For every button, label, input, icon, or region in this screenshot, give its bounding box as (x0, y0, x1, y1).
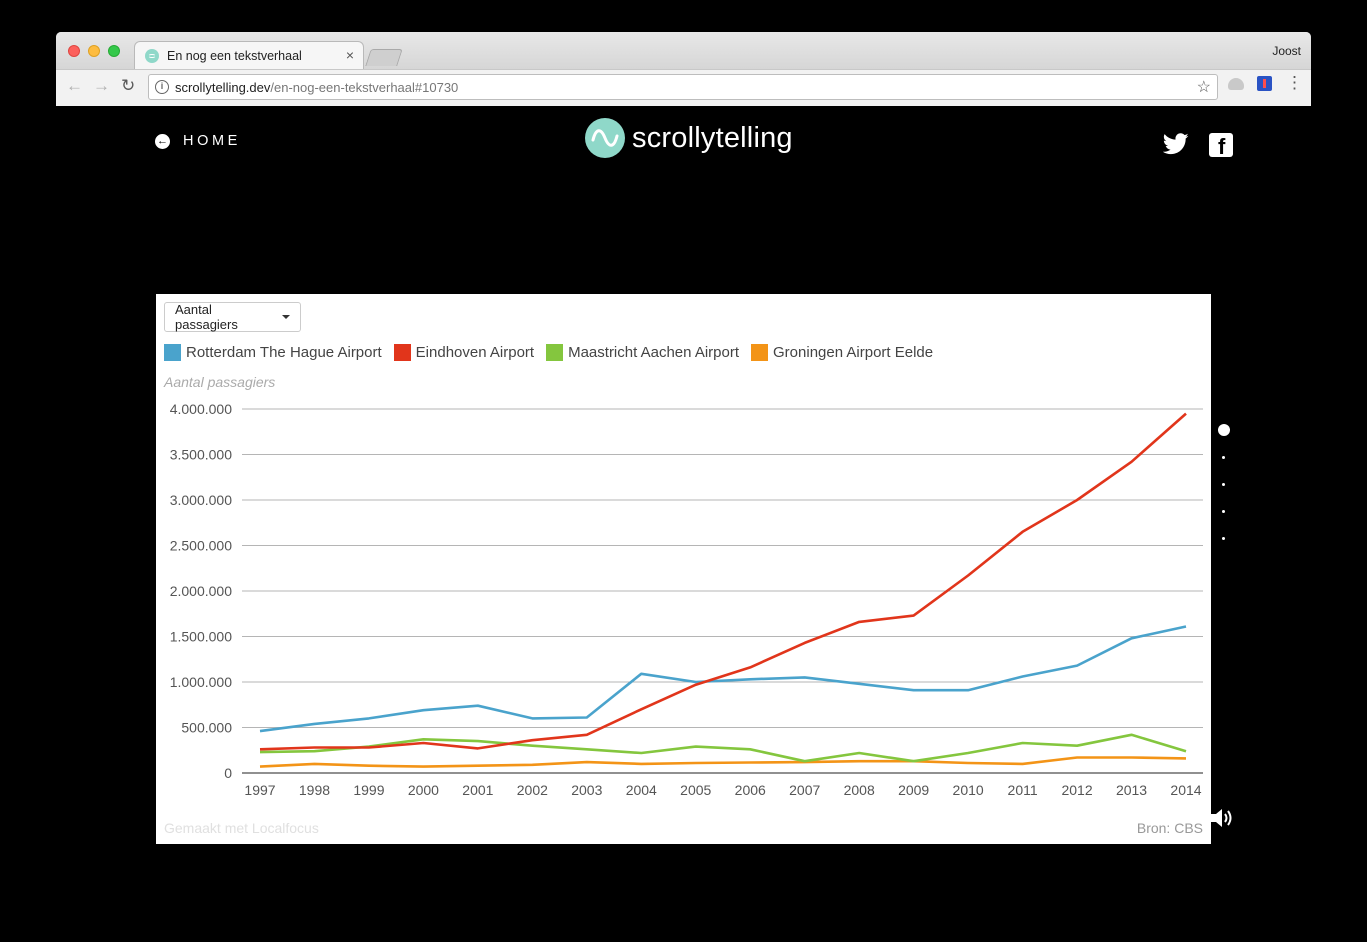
y-tick-label: 3.000.000 (170, 492, 232, 508)
x-tick-label: 1997 (244, 782, 275, 798)
x-tick-label: 2005 (680, 782, 711, 798)
back-arrow-icon[interactable]: ← (66, 76, 83, 95)
maximize-window-button[interactable] (108, 45, 120, 57)
y-tick-label: 2.000.000 (170, 583, 232, 599)
x-tick-label: 1998 (299, 782, 330, 798)
legend-label: Rotterdam The Hague Airport (186, 344, 382, 361)
source-credit: Bron: CBS (1136, 820, 1203, 836)
facebook-icon[interactable]: f (1209, 133, 1233, 159)
arrow-left-circle-icon: ← (155, 133, 170, 149)
y-tick-label: 4.000.000 (170, 401, 232, 417)
x-tick-label: 2001 (462, 782, 493, 798)
legend-item-eindhoven[interactable]: Eindhoven Airport (393, 344, 535, 361)
x-tick-label: 2013 (1116, 782, 1147, 798)
cloud-extension-icon[interactable] (1228, 78, 1244, 90)
y-tick-label: 500.000 (181, 720, 232, 736)
extension-icon[interactable] (1257, 76, 1272, 91)
chart-card: 0 500.000 1.000.000 1.500.000 2.000.000 2.500… (156, 294, 1211, 844)
section-dot[interactable] (1222, 456, 1225, 459)
x-tick-label: 2011 (1008, 782, 1038, 798)
x-tick-label: 2007 (789, 782, 820, 798)
logo-text: scrollytelling (632, 121, 793, 154)
tab-bar: En nog een tekstverhaal × Joost (56, 32, 1311, 70)
x-tick-label: 1999 (353, 782, 384, 798)
legend-label: Groningen Airport Eelde (773, 344, 934, 361)
info-icon[interactable]: i (155, 80, 169, 94)
y-tick-label: 3.500.000 (170, 447, 232, 463)
close-window-button[interactable] (68, 45, 80, 57)
home-label: HOME (183, 133, 241, 149)
legend-swatch (546, 344, 564, 361)
dropdown-label: Aantal passagiers (175, 302, 238, 332)
favicon-icon (145, 49, 159, 63)
legend-item-maastricht[interactable]: Maastricht Aachen Airport (546, 344, 739, 361)
line-chart: 0 500.000 1.000.000 1.500.000 2.000.000 2.500… (170, 401, 1203, 798)
bookmark-star-icon[interactable]: ☆ (1196, 79, 1211, 96)
minimize-window-button[interactable] (88, 45, 100, 57)
url-host: scrollytelling.dev (175, 80, 271, 95)
section-dot-active[interactable] (1218, 424, 1230, 436)
x-tick-label: 2014 (1170, 782, 1201, 798)
legend-swatch (393, 344, 411, 361)
tab-close-icon[interactable]: × (345, 47, 354, 63)
chart-legend: Rotterdam The Hague Airport Eindhoven Ai… (164, 344, 945, 361)
x-tick-label: 2003 (571, 782, 602, 798)
series-line-2 (259, 733, 1187, 763)
x-tick-label: 2000 (408, 782, 439, 798)
legend-swatch (751, 344, 769, 361)
x-tick-label: 2009 (898, 782, 929, 798)
legend-label: Maastricht Aachen Airport (568, 344, 740, 361)
section-dot[interactable] (1222, 537, 1225, 540)
logo-wave-icon (585, 118, 625, 158)
x-tick-label: 2002 (517, 782, 548, 798)
legend-label: Eindhoven Airport (415, 344, 535, 361)
x-tick-label: 2006 (735, 782, 766, 798)
y-tick-label: 0 (224, 765, 232, 781)
profile-name[interactable]: Joost (1272, 44, 1301, 58)
series-line-3 (259, 756, 1187, 768)
twitter-icon[interactable] (1163, 133, 1189, 155)
url-text[interactable]: scrollytelling.dev/en-nog-een-tekstverha… (175, 80, 458, 95)
y-tick-label: 2.500.000 (170, 538, 232, 554)
new-tab-button[interactable] (365, 49, 403, 66)
browser-window: En nog een tekstverhaal × Joost ← → ↻ i … (56, 32, 1311, 106)
legend-swatch (164, 344, 181, 361)
url-path: /en-nog-een-tekstverhaal#10730 (270, 80, 459, 95)
browser-menu-icon[interactable]: ⋮ (1286, 73, 1303, 92)
section-dot[interactable] (1222, 483, 1225, 486)
section-dot[interactable] (1222, 510, 1225, 513)
y-tick-label: 1.500.000 (170, 629, 232, 645)
speaker-icon[interactable] (1209, 806, 1235, 830)
x-tick-label: 2008 (844, 782, 875, 798)
site-logo[interactable]: scrollytelling (585, 118, 793, 158)
browser-toolbar: ← → ↻ i scrollytelling.dev/en-nog-een-te… (56, 69, 1311, 106)
address-bar[interactable]: i scrollytelling.dev/en-nog-een-tekstver… (148, 74, 1218, 100)
series-line-1 (259, 412, 1187, 751)
metric-dropdown[interactable]: Aantal passagiers (164, 302, 301, 332)
home-link[interactable]: ← HOME (155, 133, 241, 149)
x-tick-label: 2010 (953, 782, 984, 798)
y-axis-title: Aantal passagiers (164, 374, 276, 390)
made-with-credit[interactable]: Gemaakt met Localfocus (164, 820, 319, 836)
x-tick-label: 2004 (626, 782, 657, 798)
y-tick-label: 1.000.000 (170, 674, 232, 690)
legend-item-groningen[interactable]: Groningen Airport Eelde (751, 344, 933, 361)
reload-icon[interactable]: ↻ (121, 76, 136, 95)
x-tick-label: 2012 (1061, 782, 1092, 798)
caret-down-icon (282, 315, 290, 319)
tab-title: En nog een tekstverhaal (167, 49, 302, 63)
browser-tab[interactable]: En nog een tekstverhaal × (134, 41, 364, 70)
legend-item-rotterdam[interactable]: Rotterdam The Hague Airport (164, 344, 382, 361)
series-line-0 (259, 625, 1187, 733)
forward-arrow-icon[interactable]: → (93, 76, 110, 95)
